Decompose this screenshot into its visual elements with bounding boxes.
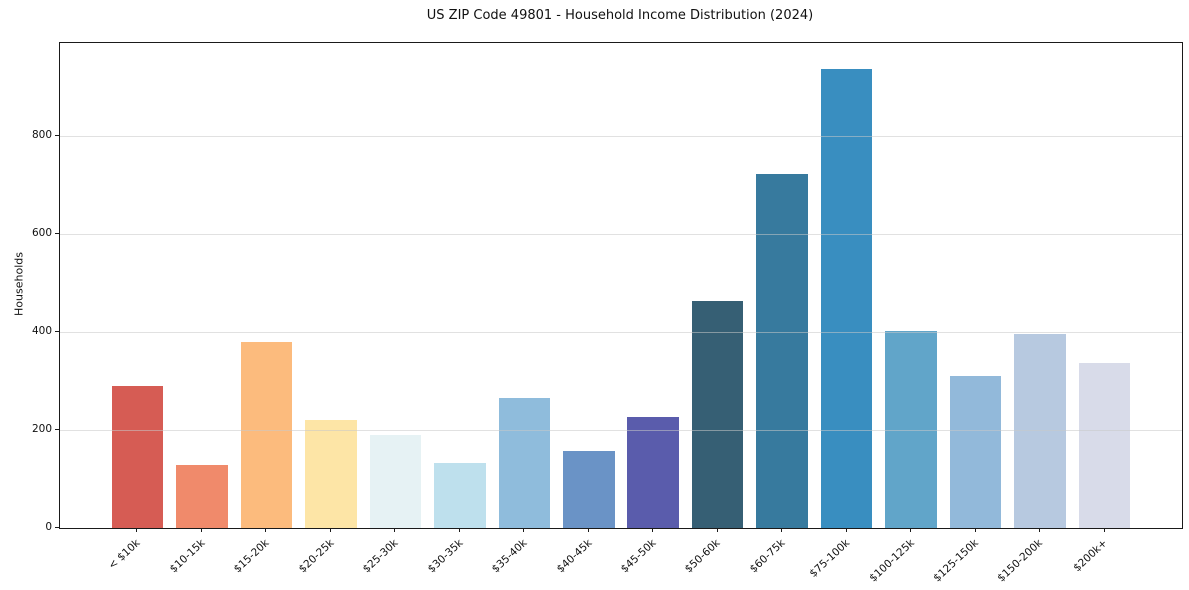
- x-tick-label-13: $125-150k: [931, 537, 981, 585]
- x-tick-label-4: $25-30k: [360, 537, 401, 576]
- y-tick-mark-0: [55, 527, 59, 528]
- x-tick-mark-13: [974, 528, 976, 532]
- plot-area: [59, 42, 1183, 529]
- x-tick-mark-6: [523, 528, 525, 532]
- x-tick-mark-11: [845, 528, 847, 532]
- y-tick-label-800: 800: [31, 129, 52, 142]
- x-tick-mark-2: [265, 528, 267, 532]
- y-tick-mark-800: [55, 135, 59, 137]
- x-tick-mark-14: [1039, 528, 1041, 532]
- y-tick-label-0: 0: [45, 521, 52, 533]
- y-tick-label-600: 600: [31, 227, 52, 240]
- x-tick-mark-5: [458, 528, 460, 532]
- bar-15-20k: [240, 341, 293, 528]
- x-tick-mark-9: [716, 528, 718, 532]
- bar-100-125k: [885, 331, 937, 528]
- bar-60-75k: [756, 174, 808, 528]
- bar-45-50k: [627, 416, 679, 528]
- gridline-y-800: [60, 136, 1182, 138]
- bar-200k: [1078, 362, 1131, 528]
- bar-150-200k: [1014, 334, 1066, 528]
- y-tick-label-200: 200: [31, 423, 52, 435]
- x-tick-label-10: $60-75k: [747, 537, 788, 576]
- x-tick-label-0: < $10k: [106, 537, 143, 572]
- x-tick-label-3: $20-25k: [296, 537, 336, 576]
- x-tick-label-14: $150-200k: [995, 537, 1046, 585]
- bar-10-15k: [176, 464, 228, 528]
- x-tick-label-8: $45-50k: [618, 537, 659, 576]
- y-tick-mark-200: [55, 429, 59, 430]
- bar-40-45k: [563, 451, 615, 528]
- x-tick-label-2: $15-20k: [231, 537, 272, 576]
- chart-title: US ZIP Code 49801 - Household Income Dis…: [426, 8, 814, 23]
- bar-25-30k: [369, 434, 422, 528]
- x-tick-label-15: $200k+: [1071, 537, 1110, 575]
- bar-10k: [111, 385, 164, 528]
- gridline-y-200: [60, 430, 1182, 431]
- x-tick-label-5: $30-35k: [425, 537, 465, 576]
- x-tick-label-6: $35-40k: [489, 537, 530, 576]
- bar-30-35k: [434, 462, 486, 528]
- x-tick-label-1: $10-15k: [167, 537, 208, 576]
- bar-50-60k: [691, 301, 744, 528]
- y-tick-label-400: 400: [31, 325, 52, 337]
- bar-20-25k: [305, 420, 357, 528]
- x-tick-mark-8: [652, 528, 654, 532]
- y-tick-mark-400: [55, 331, 59, 332]
- x-tick-mark-1: [200, 528, 202, 532]
- x-tick-label-7: $40-45k: [554, 537, 594, 576]
- bar-125-150k: [949, 376, 1002, 528]
- x-tick-label-9: $50-60k: [683, 537, 723, 576]
- gridline-y-400: [60, 332, 1182, 333]
- gridline-y-600: [60, 234, 1182, 236]
- x-tick-label-12: $100-125k: [866, 537, 917, 585]
- x-tick-mark-3: [329, 528, 331, 532]
- y-tick-mark-600: [55, 233, 59, 235]
- bar-35-40k: [498, 398, 551, 528]
- x-tick-mark-10: [781, 528, 783, 532]
- x-tick-mark-15: [1103, 528, 1105, 532]
- x-tick-mark-0: [136, 528, 138, 532]
- x-tick-label-11: $75-100k: [807, 537, 852, 580]
- x-tick-mark-7: [587, 528, 589, 532]
- x-tick-mark-12: [910, 528, 912, 532]
- y-axis-label: Households: [12, 252, 26, 316]
- x-tick-mark-4: [394, 528, 396, 532]
- bar-75-100k: [820, 69, 873, 528]
